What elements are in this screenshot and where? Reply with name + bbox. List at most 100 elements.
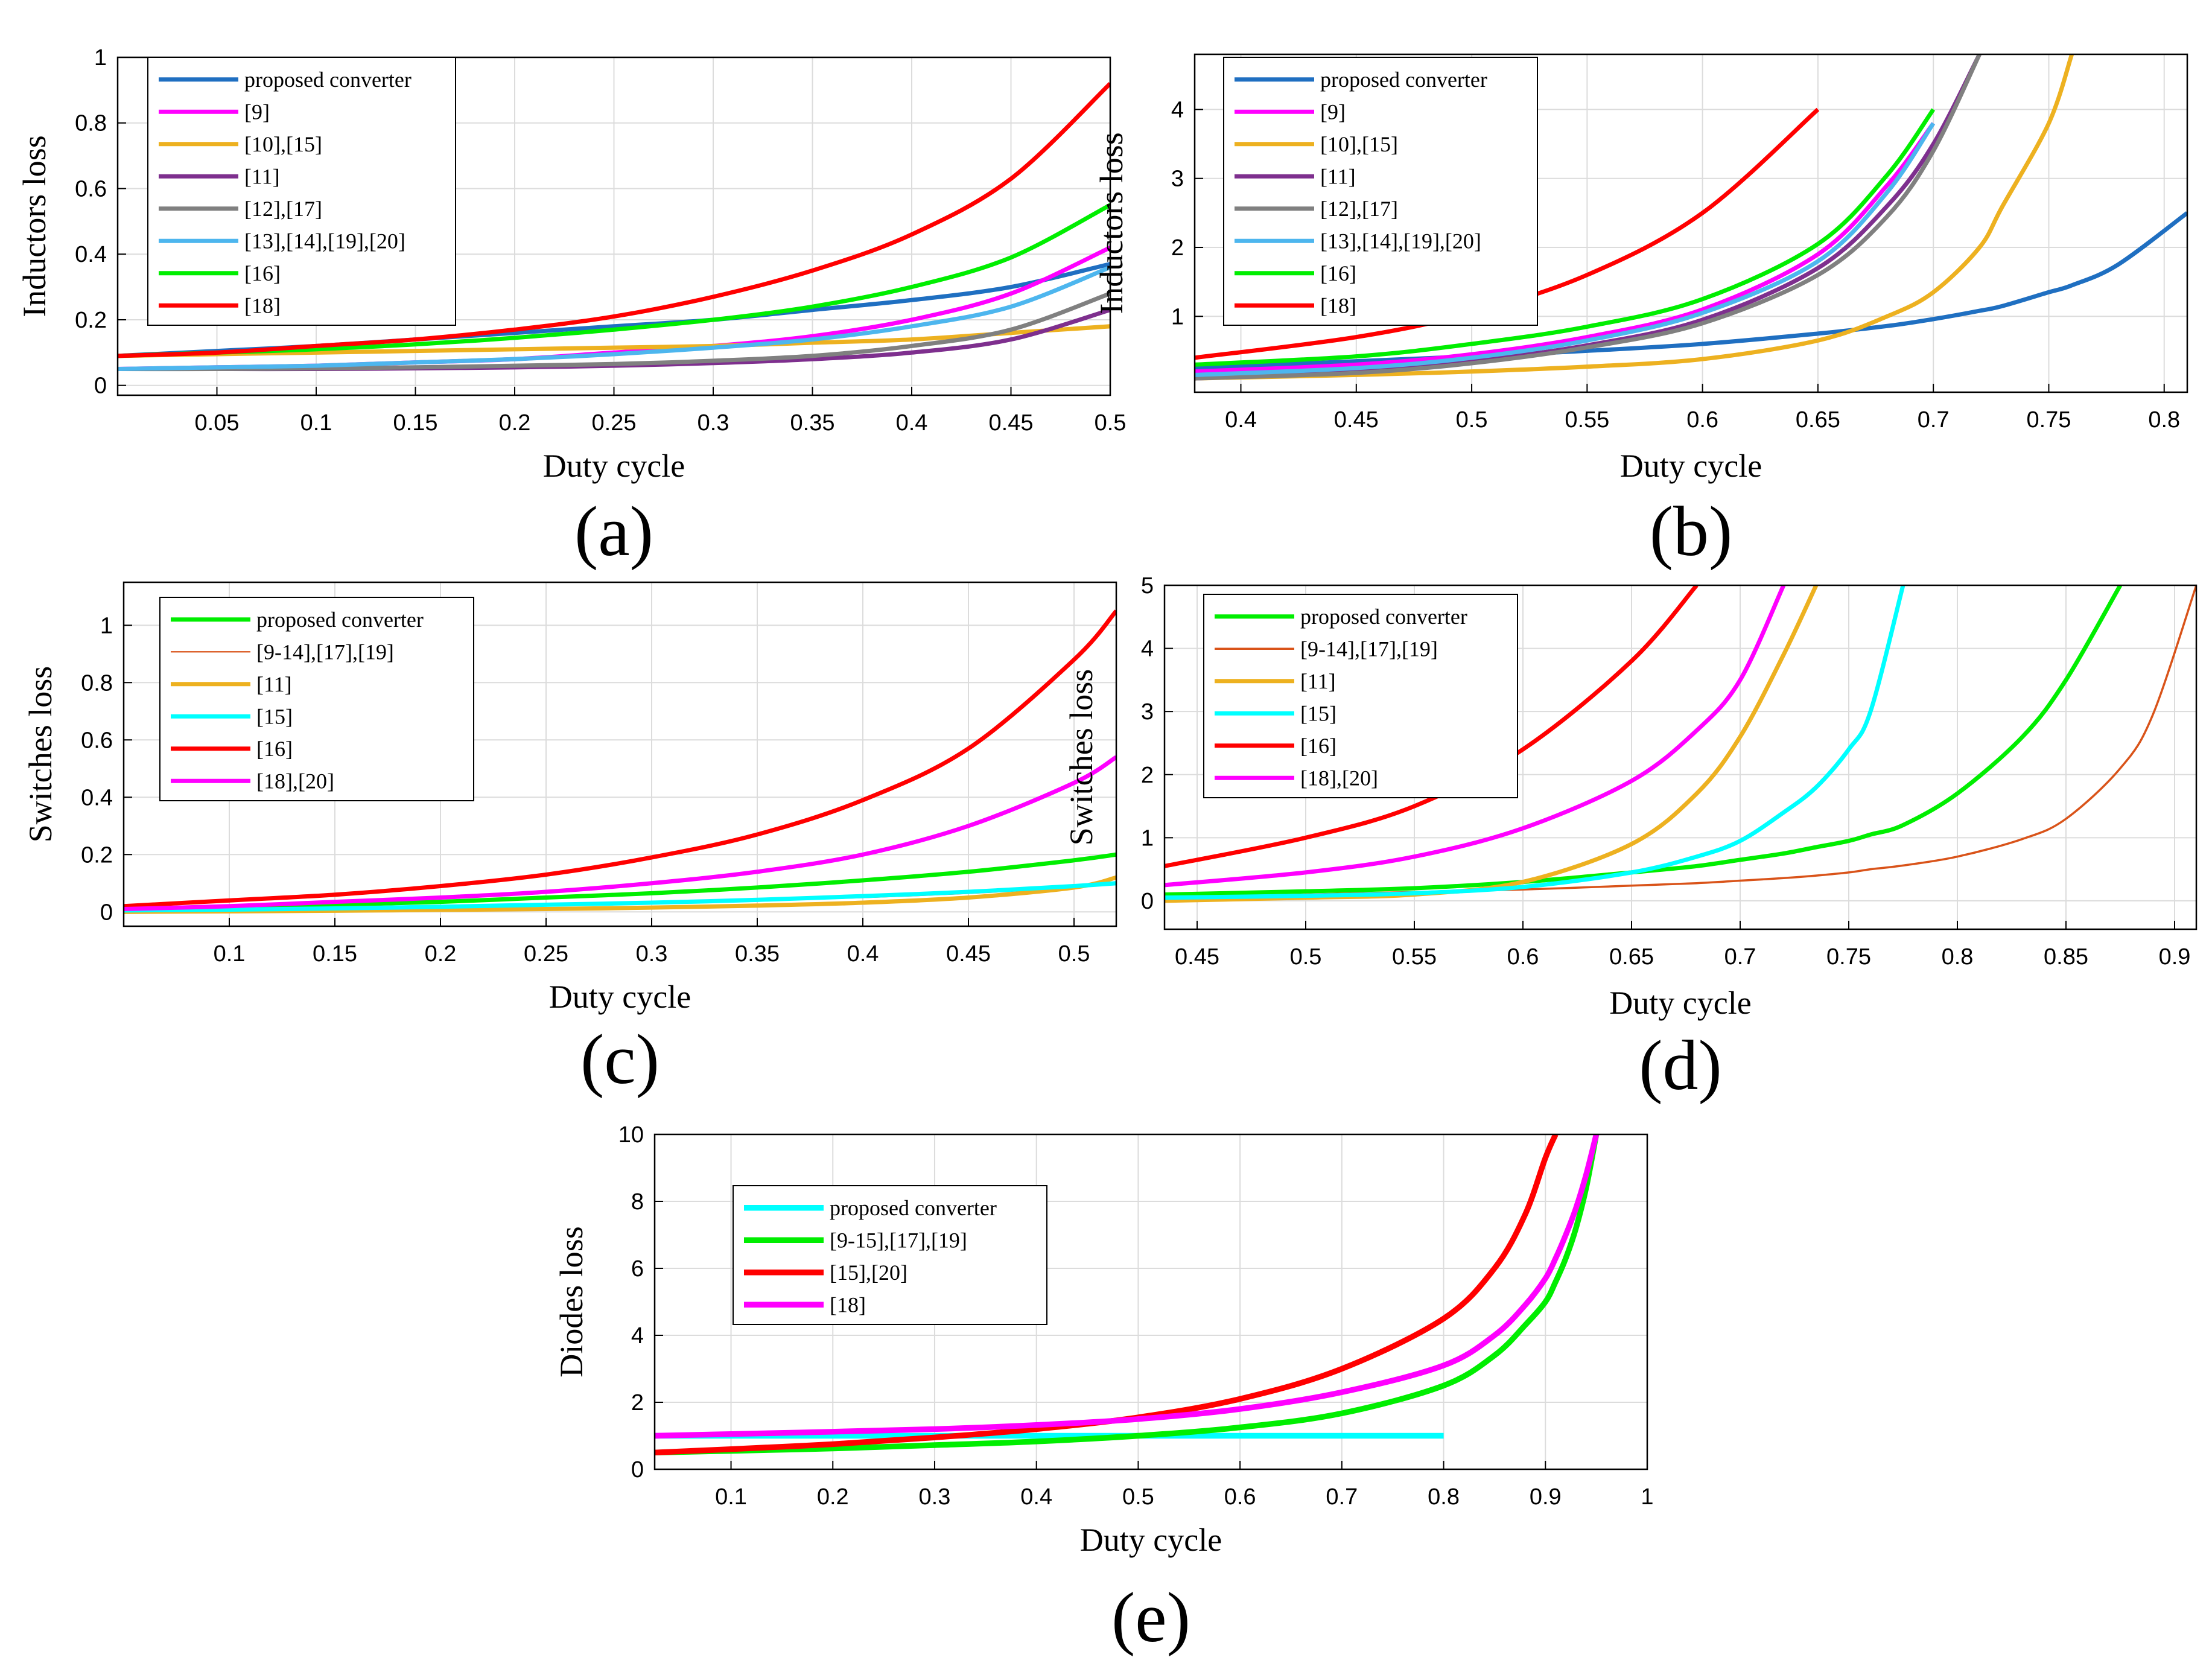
x-tick-label: 0.5	[1095, 410, 1127, 436]
legend-label: [15]	[256, 704, 293, 728]
legend-label: [10],[15]	[244, 132, 322, 156]
panel-label: (d)	[1639, 1026, 1722, 1105]
series-line-c-5	[124, 755, 1116, 912]
y-tick-label: 1	[94, 45, 107, 71]
x-tick-label: 0.1	[300, 410, 332, 436]
x-tick-label: 0.05	[195, 410, 240, 436]
chart-a: 0.05 0.1 0.15 0.2 0.25 0.3 0.35 0.4 0.45 0.5 0 0.2 0…	[16, 45, 1126, 571]
legend-label: proposed converter	[1320, 68, 1487, 92]
x-axis-title: Duty cycle	[1609, 985, 1751, 1021]
x-tick-label: 0.8	[1942, 944, 1974, 970]
legend-label: [18]	[1320, 293, 1356, 317]
series-line-c-4	[124, 609, 1116, 909]
x-tick-label: 0.25	[592, 410, 637, 436]
legend-label: [18]	[244, 293, 281, 317]
y-tick-label: 0	[94, 373, 107, 399]
legend-label: proposed converter	[830, 1196, 997, 1220]
y-tick-label: 4	[1141, 637, 1154, 662]
legend-label: [10],[15]	[1320, 132, 1398, 156]
x-tick-label: 0.15	[393, 410, 438, 436]
series-line-a-4	[118, 291, 1110, 372]
series-line-e-2	[655, 1134, 1559, 1455]
x-tick-label: 0.35	[735, 941, 780, 967]
x-tick-label: 0.5	[1456, 407, 1488, 433]
x-tick-label: 0.45	[1175, 944, 1219, 970]
y-tick-label: 0.2	[81, 842, 113, 868]
x-tick-label: 0.65	[1609, 944, 1654, 970]
y-tick-label: 2	[1171, 235, 1184, 261]
x-tick-label: 0.3	[636, 941, 668, 967]
legend-label: [16]	[244, 261, 281, 285]
legend-label: [18]	[830, 1292, 866, 1317]
chart-d: 0.45 0.5 0.55 0.6 0.65 0.7 0.75 0.8 0.85 0.9 0 1 2 3 4…	[1063, 573, 2198, 1105]
legend-label: [11]	[1320, 164, 1356, 188]
y-axis-title: Inductors loss	[16, 135, 52, 317]
legend-label: [11]	[256, 672, 292, 696]
series-line-e-3	[655, 1134, 1600, 1439]
legend-box	[1203, 594, 1518, 798]
x-tick-label: 0.45	[989, 410, 1034, 436]
y-tick-label: 1	[1171, 304, 1184, 329]
chart-b: 0.4 0.45 0.5 0.55 0.6 0.65 0.7 0.75 0.8 1 2 3 4 Duty …	[1093, 53, 2188, 571]
panel-label: (a)	[574, 492, 653, 571]
x-tick-label: 0.55	[1565, 407, 1609, 433]
x-tick-label: 0.2	[817, 1484, 849, 1510]
legend-label: [13],[14],[19],[20]	[244, 229, 405, 253]
legend-label: [9]	[1320, 100, 1346, 124]
x-tick-label: 0.5	[1058, 941, 1090, 967]
legend-e: proposed converter [9-15],[17],[19] [15],[…	[733, 1185, 1047, 1325]
axes-frame-c	[122, 581, 1117, 927]
x-axis-title: Duty cycle	[549, 979, 691, 1015]
legend-label: [12],[17]	[244, 197, 322, 221]
x-axis-title: Duty cycle	[1620, 448, 1762, 484]
legend-label: [11]	[244, 164, 280, 188]
y-tick-label: 0	[100, 900, 113, 925]
y-tick-label: 8	[631, 1189, 644, 1215]
legend-box	[733, 1185, 1047, 1325]
series-group-a	[118, 81, 1110, 372]
legend-label: [9]	[244, 100, 270, 124]
x-tick-label: 0.55	[1392, 944, 1437, 970]
y-tick-label: 5	[1141, 573, 1154, 599]
x-tick-label: 0.2	[499, 410, 531, 436]
legend-box	[1223, 57, 1538, 326]
y-tick-label: 3	[1141, 699, 1154, 725]
x-tick-label: 0.4	[1225, 407, 1257, 433]
panel-label: (b)	[1650, 492, 1733, 571]
series-group-e	[655, 1134, 1600, 1455]
x-tick-label: 0.6	[1507, 944, 1539, 970]
legend-label: [9-14],[17],[19]	[1300, 637, 1438, 661]
series-line-b-4	[1195, 54, 1982, 381]
x-tick-label: 0.2	[425, 941, 457, 967]
x-tick-label: 0.6	[1224, 1484, 1256, 1510]
legend-label: [16]	[1320, 261, 1356, 285]
series-line-d-0	[1165, 585, 2123, 897]
axes-frame-a	[116, 56, 1111, 396]
y-tick-label: 2	[1141, 763, 1154, 788]
series-line-b-5	[1195, 122, 1936, 377]
y-tick-label: 0	[631, 1457, 644, 1483]
legend-box	[159, 597, 474, 801]
x-tick-label: 0.7	[1918, 407, 1950, 433]
x-tick-label: 0.65	[1796, 407, 1840, 433]
x-tick-label: 0.85	[2044, 944, 2088, 970]
legend-a: proposed converter [9] [10],[15] [11] [12],[…	[147, 57, 456, 326]
y-tick-label: 10	[618, 1122, 644, 1148]
x-tick-label: 0.7	[1724, 944, 1756, 970]
legend-label: [13],[14],[19],[20]	[1320, 229, 1481, 253]
y-tick-label: 0.4	[81, 785, 113, 810]
legend-label: proposed converter	[256, 608, 424, 632]
y-tick-label: 2	[631, 1390, 644, 1416]
series-line-c-0	[124, 852, 1116, 912]
x-tick-label: 0.3	[698, 410, 729, 436]
x-axis-title: Duty cycle	[1080, 1522, 1222, 1558]
y-tick-label: 1	[100, 613, 113, 638]
y-axis-title: Diodes loss	[553, 1226, 590, 1378]
y-axis-title: Inductors loss	[1093, 132, 1130, 314]
legend-label: [16]	[1300, 734, 1336, 758]
axes-frame-e	[653, 1133, 1648, 1470]
legend-label: [11]	[1300, 669, 1336, 693]
y-tick-label: 0.8	[81, 670, 113, 696]
legend-label: [9-14],[17],[19]	[256, 640, 394, 664]
